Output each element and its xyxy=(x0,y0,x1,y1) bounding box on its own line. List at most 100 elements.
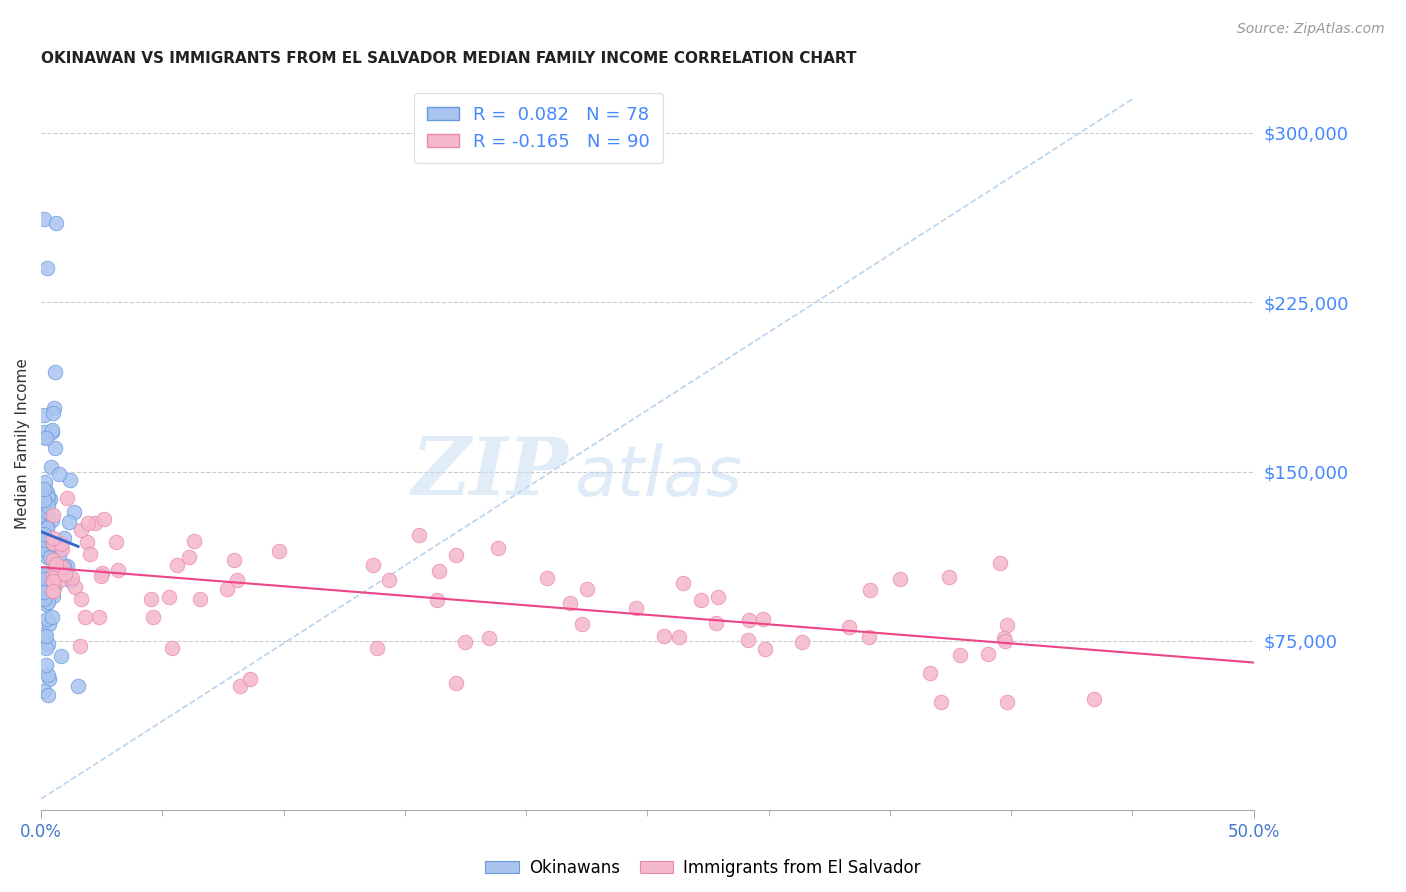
Point xyxy=(425,593,447,607)
Point xyxy=(32,581,55,595)
Point xyxy=(39,491,62,506)
Point xyxy=(42,577,65,591)
Point xyxy=(672,576,695,591)
Point xyxy=(34,597,56,611)
Point xyxy=(366,641,388,656)
Point xyxy=(889,573,911,587)
Point xyxy=(34,533,56,548)
Point xyxy=(42,536,65,550)
Point xyxy=(39,460,62,475)
Point xyxy=(32,584,55,599)
Point xyxy=(56,491,79,505)
Point xyxy=(179,550,201,565)
Point xyxy=(737,632,759,647)
Point xyxy=(45,566,67,580)
Point xyxy=(46,567,69,582)
Point xyxy=(571,616,593,631)
Point xyxy=(32,591,55,605)
Point xyxy=(858,630,880,644)
Point xyxy=(91,566,114,580)
Point xyxy=(104,535,127,549)
Point xyxy=(838,620,860,634)
Point xyxy=(38,571,60,585)
Point xyxy=(792,634,814,648)
Point xyxy=(32,482,55,496)
Point xyxy=(63,580,86,594)
Point xyxy=(990,556,1012,570)
Point xyxy=(42,568,65,582)
Point xyxy=(34,425,56,439)
Point xyxy=(34,475,56,489)
Point xyxy=(49,573,72,587)
Point xyxy=(38,672,60,686)
Point xyxy=(69,592,91,607)
Point xyxy=(41,610,63,624)
Point xyxy=(32,684,55,698)
Point xyxy=(920,665,942,680)
Point xyxy=(37,491,59,505)
Point xyxy=(752,612,775,626)
Point xyxy=(56,558,79,573)
Point xyxy=(76,535,98,549)
Point xyxy=(32,510,55,524)
Point xyxy=(738,613,761,627)
Point xyxy=(32,408,55,422)
Point xyxy=(32,529,55,543)
Point xyxy=(70,523,93,537)
Point xyxy=(224,553,246,567)
Point xyxy=(67,679,90,693)
Point xyxy=(188,592,211,607)
Point xyxy=(45,216,67,230)
Point xyxy=(90,569,112,583)
Point xyxy=(35,261,58,276)
Point xyxy=(58,515,80,529)
Point xyxy=(41,513,63,527)
Point xyxy=(654,629,676,643)
Point xyxy=(166,558,188,572)
Point xyxy=(42,589,65,603)
Point xyxy=(977,647,1000,661)
Point xyxy=(558,596,581,610)
Point xyxy=(48,548,70,562)
Point xyxy=(42,531,65,545)
Point xyxy=(60,571,83,585)
Point xyxy=(32,493,55,508)
Point xyxy=(32,211,55,226)
Point xyxy=(993,631,1015,645)
Point xyxy=(32,567,55,582)
Point xyxy=(929,695,952,709)
Point xyxy=(53,560,76,574)
Point xyxy=(690,593,713,607)
Point xyxy=(995,618,1018,632)
Point xyxy=(34,544,56,558)
Point xyxy=(32,572,55,586)
Point xyxy=(35,566,58,581)
Legend: Okinawans, Immigrants from El Salvador: Okinawans, Immigrants from El Salvador xyxy=(479,853,927,884)
Point xyxy=(858,582,880,597)
Point xyxy=(183,533,205,548)
Point xyxy=(41,425,63,440)
Point xyxy=(32,541,55,556)
Point xyxy=(42,574,65,589)
Point xyxy=(37,667,59,681)
Point xyxy=(239,672,262,686)
Point xyxy=(42,553,65,567)
Point xyxy=(949,648,972,662)
Point xyxy=(51,541,73,556)
Point xyxy=(995,695,1018,709)
Point xyxy=(53,531,76,545)
Point xyxy=(35,640,58,655)
Point xyxy=(35,629,58,643)
Point xyxy=(76,516,98,531)
Point xyxy=(38,549,60,564)
Point xyxy=(38,616,60,631)
Point xyxy=(42,536,65,550)
Point xyxy=(60,574,83,589)
Point xyxy=(75,610,97,624)
Point xyxy=(994,634,1017,648)
Point xyxy=(704,616,727,631)
Point xyxy=(754,642,776,657)
Point xyxy=(408,528,430,542)
Point xyxy=(37,490,59,504)
Point xyxy=(486,541,509,555)
